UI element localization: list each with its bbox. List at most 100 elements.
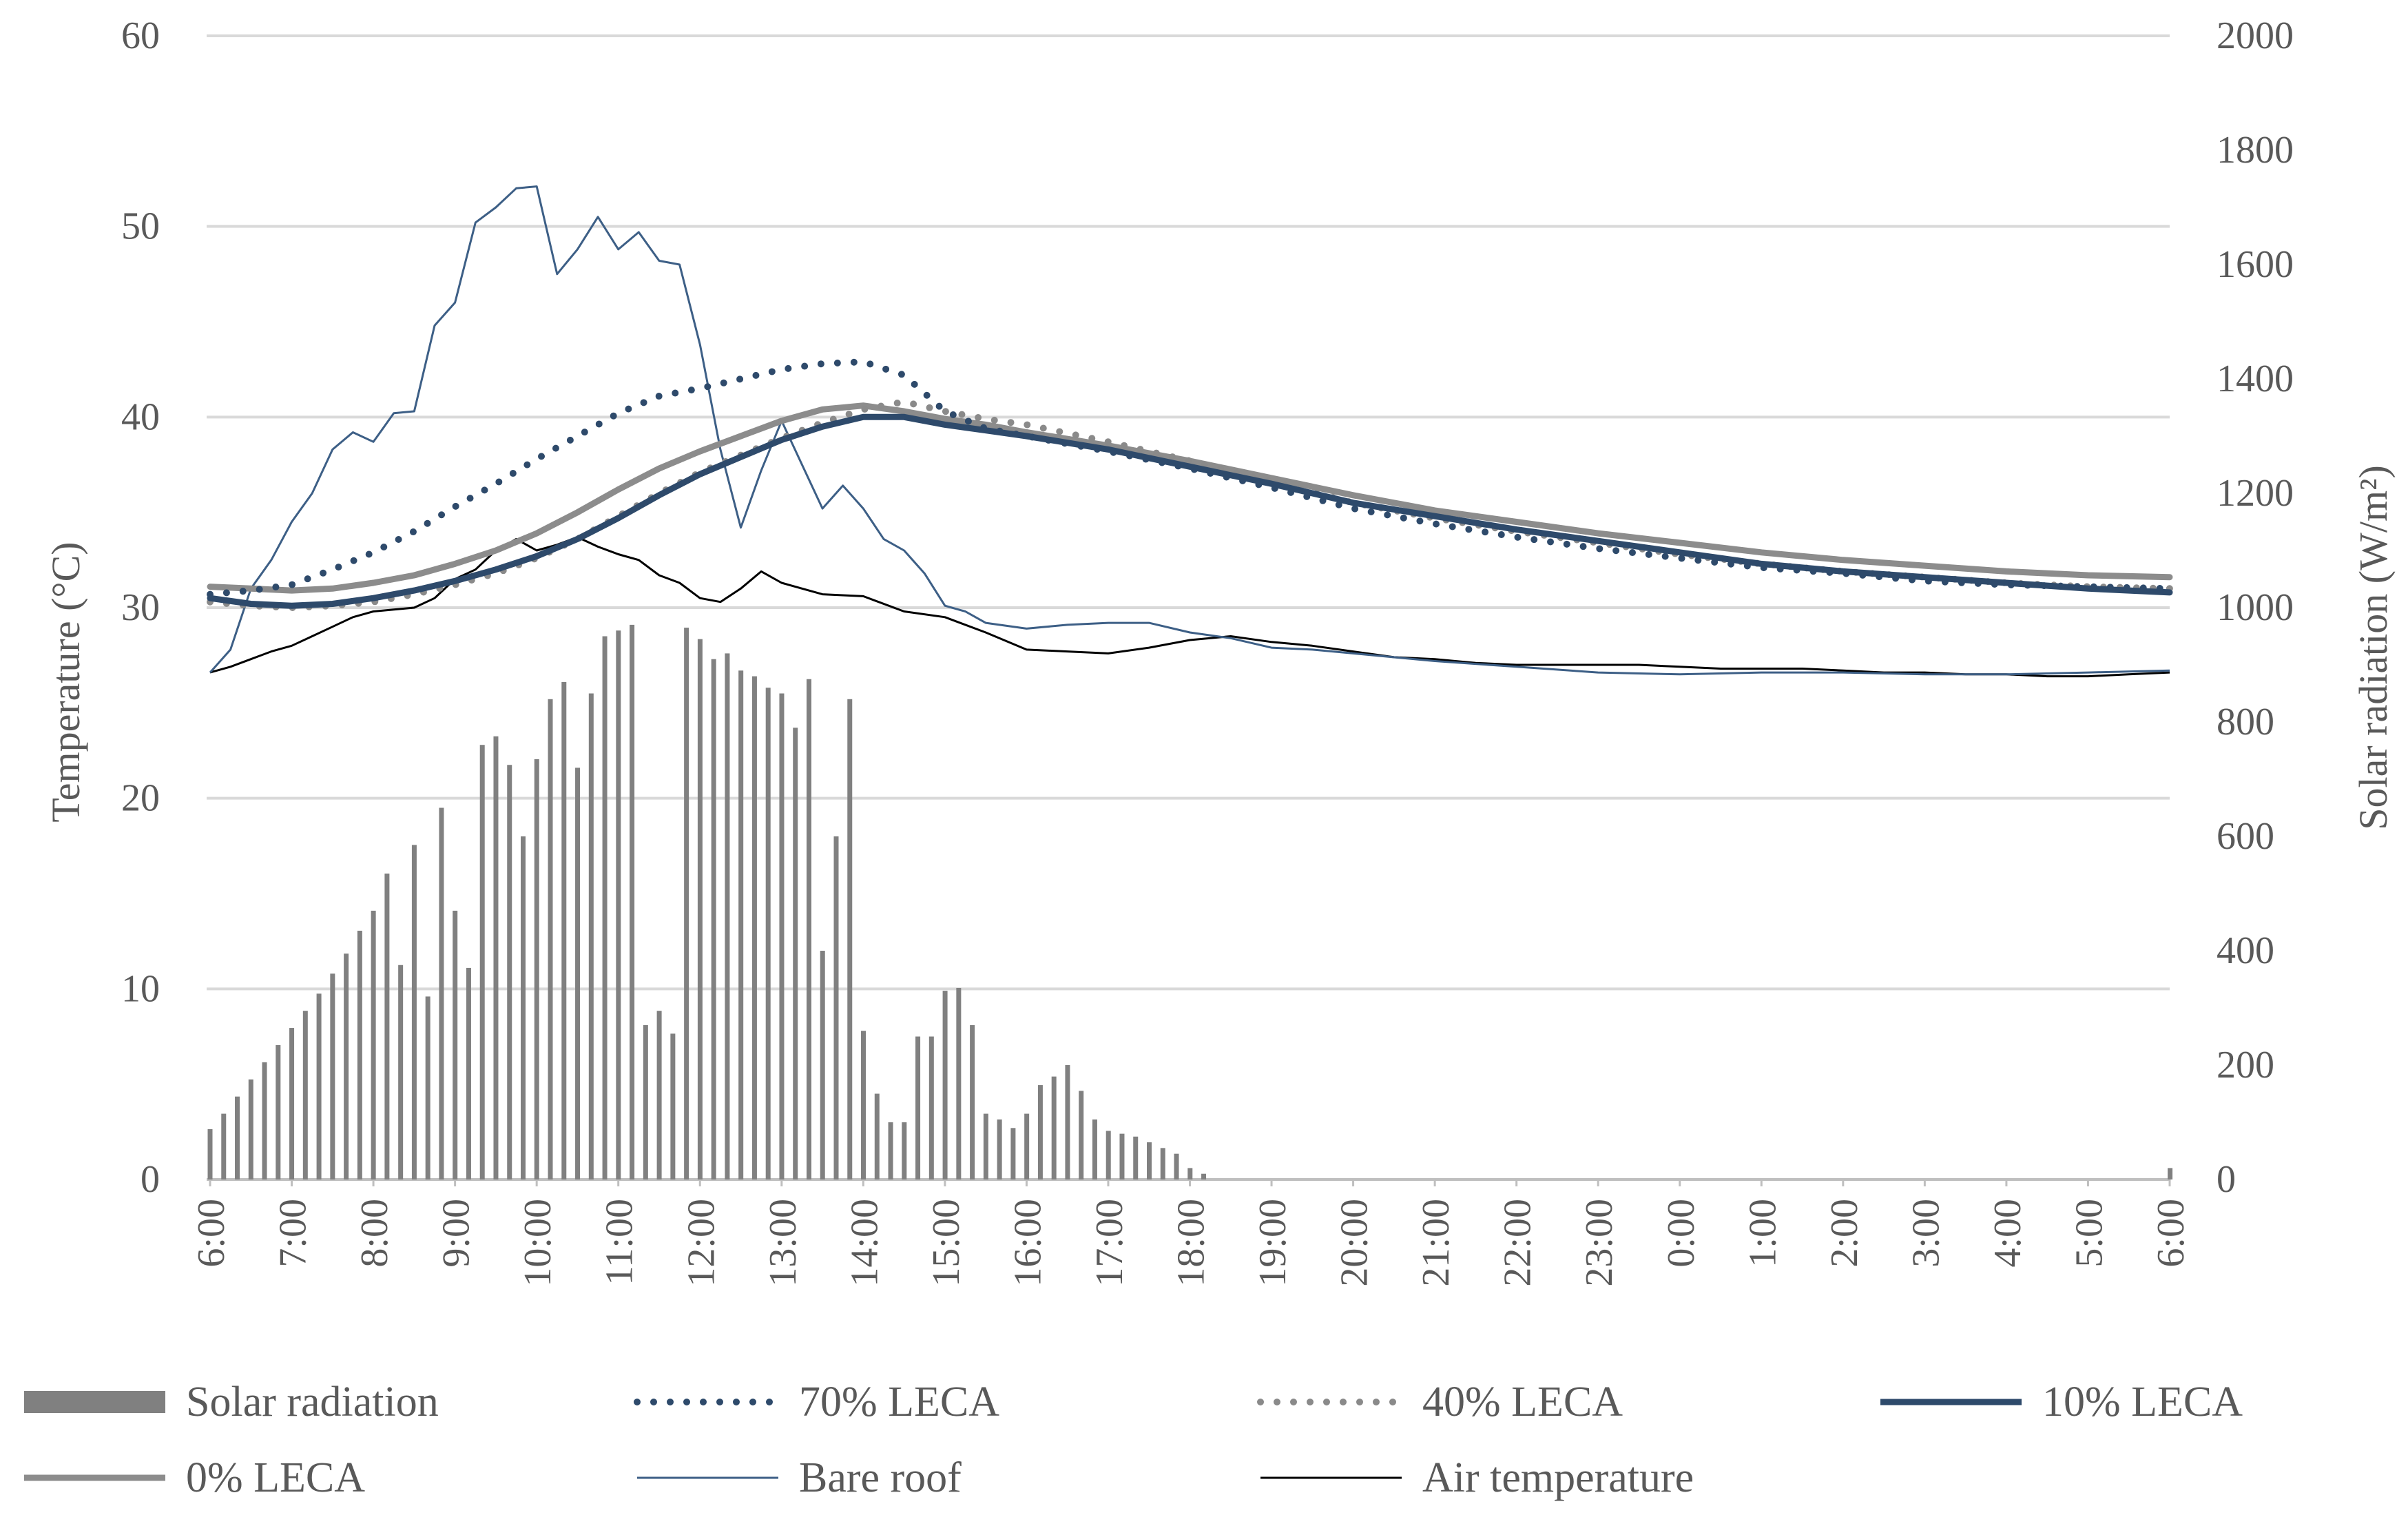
series-line-70-leca <box>207 358 2173 598</box>
legend-bare-roof-label: Bare roof <box>799 1454 962 1501</box>
y2-tick-label: 2000 <box>2217 14 2294 57</box>
solar-bar <box>1174 1153 1179 1179</box>
solar-bar <box>588 693 594 1179</box>
x-axis-ticks: 6:00 7:00 8:00 9:00 10:00 11:00 12:00 13:00 14:0… <box>190 1179 2192 1287</box>
y2-tick-label: 1000 <box>2217 586 2294 629</box>
solar-bar <box>398 965 404 1179</box>
solar-bar <box>616 630 621 1179</box>
solar-bar <box>684 628 689 1179</box>
x-tick-label: 8:00 <box>353 1199 396 1268</box>
series-lines <box>207 185 2173 678</box>
solar-bar <box>534 759 539 1179</box>
x-tick-label: 11:00 <box>599 1199 641 1285</box>
legend-0-leca-label: 0% LECA <box>186 1454 365 1501</box>
solar-bar <box>262 1062 267 1179</box>
x-tick-label: 2:00 <box>1823 1199 1866 1268</box>
series-line-air-temperature <box>209 536 2170 678</box>
solar-bar <box>847 699 853 1179</box>
y2-tick-label: 1200 <box>2217 472 2294 515</box>
solar-bar <box>697 639 703 1179</box>
y-tick-label: 0 <box>141 1158 160 1201</box>
solar-bar <box>1147 1142 1152 1179</box>
solar-bar <box>384 873 390 1179</box>
solar-bar <box>915 1036 921 1179</box>
solar-radiation-bars <box>207 624 2173 1179</box>
solar-bar <box>751 676 757 1179</box>
grid-lines <box>207 34 2170 1181</box>
solar-bar <box>411 845 417 1179</box>
solar-bar <box>1160 1148 1165 1179</box>
x-tick-label: 5:00 <box>2068 1199 2110 1268</box>
y2-tick-label: 800 <box>2217 701 2274 743</box>
solar-bar <box>1201 1173 1207 1179</box>
solar-bar <box>466 967 471 1179</box>
right-axis-ticks: 0 200 400 600 800 1000 1200 1400 1600 1800 2000 <box>2217 14 2294 1201</box>
legend-10-leca-label: 10% LECA <box>2042 1379 2243 1425</box>
x-tick-label: 16:00 <box>1006 1199 1049 1287</box>
solar-bar <box>888 1122 893 1179</box>
solar-bar <box>970 1024 975 1179</box>
x-tick-label: 22:00 <box>1497 1199 1539 1287</box>
solar-bar <box>983 1113 988 1179</box>
y-tick-label: 30 <box>121 586 160 629</box>
solar-bar <box>1065 1065 1070 1179</box>
solar-bar <box>302 1011 308 1179</box>
solar-bar <box>357 930 362 1179</box>
y2-tick-label: 1600 <box>2217 243 2294 286</box>
solar-bar <box>330 973 335 1179</box>
y-axis-title: Temperature (°C) <box>43 542 88 822</box>
solar-bar <box>548 699 553 1179</box>
x-tick-label: 21:00 <box>1415 1199 1457 1287</box>
solar-bar <box>235 1096 240 1179</box>
x-tick-label: 14:00 <box>843 1199 886 1287</box>
y-tick-label: 20 <box>121 777 160 820</box>
solar-bar <box>670 1033 676 1179</box>
solar-bar <box>371 910 376 1179</box>
x-tick-label: 23:00 <box>1578 1199 1621 1287</box>
solar-bar <box>643 1024 648 1179</box>
x-tick-label: 17:00 <box>1088 1199 1131 1287</box>
legend-40-leca-label: 40% LECA <box>1422 1379 1623 1425</box>
solar-bar <box>725 653 730 1179</box>
x-tick-label: 18:00 <box>1170 1199 1213 1287</box>
solar-bar <box>316 993 322 1179</box>
solar-bar <box>1037 1085 1043 1179</box>
x-tick-label: 19:00 <box>1252 1199 1294 1287</box>
solar-bar <box>602 636 608 1179</box>
solar-bar <box>521 836 526 1179</box>
y2-tick-label: 400 <box>2217 929 2274 972</box>
solar-bar <box>874 1093 880 1179</box>
y-tick-label: 50 <box>121 205 160 248</box>
solar-bar <box>820 951 825 1179</box>
x-tick-label: 6:00 <box>2150 1199 2192 1268</box>
y2-tick-label: 1400 <box>2217 358 2294 400</box>
x-tick-label: 10:00 <box>517 1199 559 1287</box>
solar-bar <box>439 807 444 1179</box>
legend-solar-radiation-swatch <box>24 1391 165 1413</box>
solar-bar <box>1051 1076 1057 1179</box>
x-tick-label: 15:00 <box>925 1199 968 1287</box>
legend-air-temperature-label: Air temperature <box>1422 1454 1694 1501</box>
solar-bar <box>1079 1091 1084 1179</box>
solar-bar <box>902 1122 907 1179</box>
y2-tick-label: 0 <box>2217 1158 2236 1201</box>
solar-bar <box>479 745 485 1179</box>
solar-bar <box>453 910 458 1179</box>
y2-tick-label: 600 <box>2217 815 2274 858</box>
x-tick-label: 12:00 <box>680 1199 723 1287</box>
left-axis-ticks: 0 10 20 30 40 50 60 <box>121 14 160 1201</box>
solar-bar <box>1106 1131 1111 1179</box>
y2-tick-label: 200 <box>2217 1044 2274 1086</box>
solar-bar <box>806 679 811 1179</box>
solar-bar <box>2168 1168 2173 1179</box>
solar-bar <box>833 836 839 1179</box>
solar-bar <box>779 693 785 1179</box>
solar-bar <box>928 1036 934 1179</box>
solar-bar <box>765 688 771 1179</box>
y2-tick-label: 1800 <box>2217 129 2294 172</box>
solar-bar <box>711 659 716 1179</box>
solar-bar <box>1133 1136 1139 1179</box>
x-tick-label: 6:00 <box>190 1199 233 1268</box>
y-tick-label: 40 <box>121 395 160 438</box>
